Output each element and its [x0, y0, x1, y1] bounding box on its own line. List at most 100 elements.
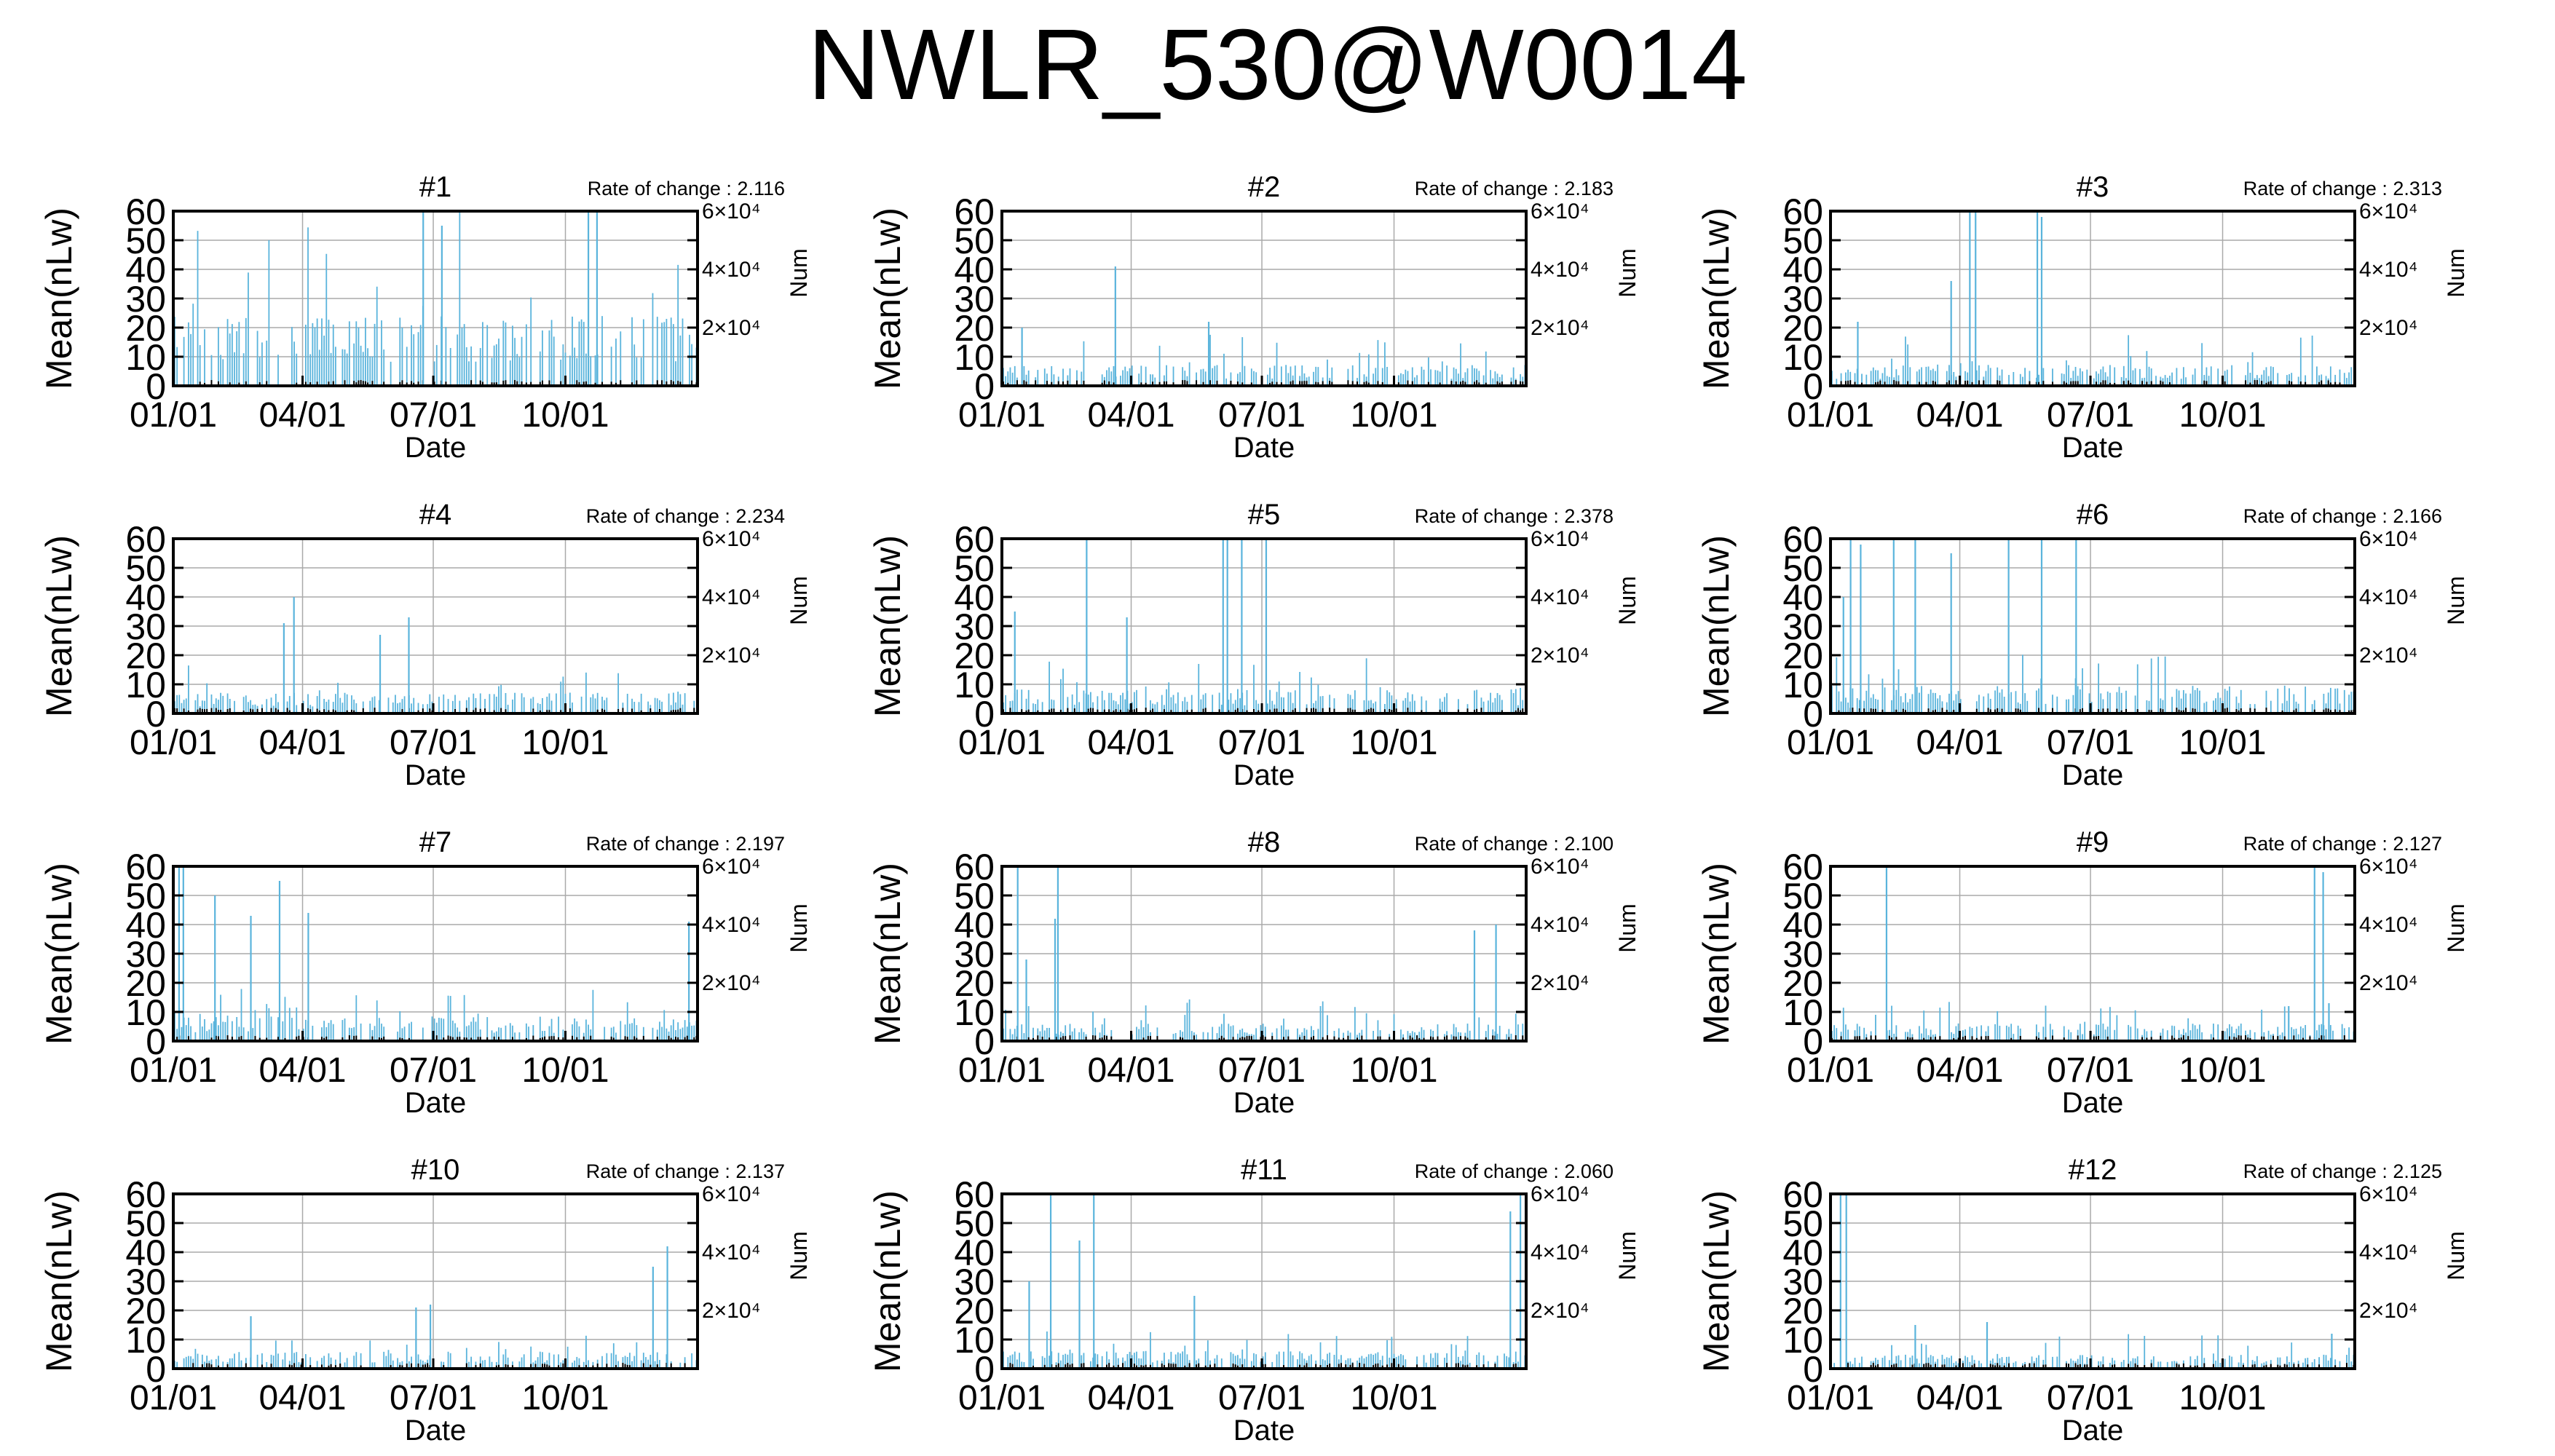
- y-axis-label: Mean(nLw): [39, 207, 79, 389]
- x-tick-label: 01/01: [1787, 396, 1874, 435]
- y-tick-label: 60: [1782, 847, 1823, 887]
- y-tick-label: 60: [954, 1174, 995, 1215]
- x-tick-label: 01/01: [1787, 1051, 1874, 1090]
- y2-axis-label: Num: [786, 576, 812, 625]
- y-tick-label: 50: [954, 221, 995, 261]
- y-tick-label: 30: [1782, 1262, 1823, 1302]
- y-tick-label: 50: [125, 221, 166, 261]
- y2-axis-label: Num: [2443, 576, 2469, 625]
- y-tick-label: 40: [1782, 905, 1823, 946]
- rate-of-change-label: Rate of change : 2.234: [586, 505, 785, 527]
- y2-tick-label: 2×10⁴: [1531, 971, 1589, 995]
- panel-title: #11: [1241, 1154, 1287, 1186]
- y2-tick-label: 4×10⁴: [1531, 585, 1589, 609]
- y2-tick-label: 4×10⁴: [2359, 1241, 2417, 1265]
- y-tick-label: 20: [125, 1291, 166, 1332]
- x-axis-label: Date: [1233, 1415, 1295, 1447]
- x-tick-label: 04/01: [1087, 1051, 1174, 1090]
- y-tick-label: 0: [1803, 1349, 1823, 1390]
- panel-title: #3: [2077, 171, 2109, 203]
- panel-title: #12: [2069, 1154, 2117, 1186]
- x-axis-label: Date: [2062, 1087, 2124, 1119]
- y2-tick-label: 2×10⁴: [1531, 316, 1589, 340]
- panel-title: #2: [1248, 171, 1281, 203]
- y2-tick-label: 2×10⁴: [1531, 1299, 1589, 1323]
- y2-axis-label: Num: [786, 903, 812, 953]
- rate-of-change-label: Rate of change : 2.125: [2243, 1160, 2442, 1182]
- y2-axis-label: Num: [786, 1231, 812, 1281]
- y-tick-label: 0: [146, 1349, 166, 1390]
- x-tick-label: 04/01: [1916, 724, 2003, 762]
- rate-of-change-label: Rate of change : 2.127: [2243, 833, 2442, 855]
- x-tick-label: 04/01: [1916, 396, 2003, 435]
- x-axis-label: Date: [2062, 432, 2124, 464]
- y-axis-label: Mean(nLw): [867, 535, 908, 717]
- x-tick-label: 07/01: [1218, 1051, 1306, 1090]
- y-tick-label: 0: [146, 366, 166, 407]
- x-tick-label: 04/01: [258, 1379, 346, 1417]
- y2-tick-label: 6×10⁴: [2359, 527, 2417, 551]
- rate-of-change-label: Rate of change : 2.137: [586, 1160, 785, 1182]
- y-tick-label: 40: [1782, 577, 1823, 618]
- x-axis-label: Date: [1233, 759, 1295, 791]
- y2-tick-label: 4×10⁴: [1531, 258, 1589, 282]
- y-tick-label: 60: [125, 191, 166, 232]
- y-axis-label: Mean(nLw): [39, 535, 79, 717]
- y-tick-label: 10: [954, 992, 995, 1033]
- y-axis-label: Mean(nLw): [867, 863, 908, 1045]
- y-tick-label: 50: [954, 1203, 995, 1244]
- y2-tick-label: 2×10⁴: [2359, 316, 2417, 340]
- panel-title: #1: [419, 171, 452, 203]
- x-tick-label: 07/01: [2047, 396, 2134, 435]
- x-tick-label: 10/01: [1350, 1379, 1437, 1417]
- x-tick-label: 01/01: [958, 396, 1046, 435]
- x-tick-label: 04/01: [1087, 1379, 1174, 1417]
- panel-title: #10: [411, 1154, 460, 1186]
- y2-tick-label: 6×10⁴: [702, 527, 760, 551]
- y2-tick-label: 6×10⁴: [702, 1182, 760, 1206]
- y-tick-label: 30: [954, 1262, 995, 1302]
- y-tick-label: 60: [125, 519, 166, 560]
- y-tick-label: 30: [954, 279, 995, 320]
- y-tick-label: 0: [974, 366, 995, 407]
- x-tick-label: 01/01: [130, 396, 217, 435]
- y-tick-label: 40: [954, 250, 995, 290]
- y-tick-label: 30: [125, 279, 166, 320]
- y2-tick-label: 6×10⁴: [2359, 199, 2417, 223]
- y-tick-label: 0: [974, 1349, 995, 1390]
- y-tick-label: 60: [125, 1174, 166, 1215]
- rate-of-change-label: Rate of change : 2.313: [2243, 178, 2442, 199]
- y2-tick-label: 4×10⁴: [702, 258, 760, 282]
- panel-title: #8: [1248, 826, 1281, 858]
- x-tick-label: 01/01: [958, 724, 1046, 762]
- y-tick-label: 20: [1782, 1291, 1823, 1332]
- y-tick-label: 0: [974, 694, 995, 735]
- x-tick-label: 10/01: [1350, 1051, 1437, 1090]
- y-tick-label: 40: [125, 250, 166, 290]
- y2-tick-label: 4×10⁴: [702, 585, 760, 609]
- y-tick-label: 50: [125, 548, 166, 589]
- y-tick-label: 50: [954, 548, 995, 589]
- panel-title: #6: [2077, 499, 2109, 531]
- y-tick-label: 40: [125, 905, 166, 946]
- y-axis-label: Mean(nLw): [867, 207, 908, 389]
- y-tick-label: 10: [125, 992, 166, 1033]
- y2-tick-label: 4×10⁴: [2359, 585, 2417, 609]
- y-tick-label: 10: [1782, 1320, 1823, 1361]
- y-tick-label: 10: [1782, 337, 1823, 378]
- x-tick-label: 07/01: [390, 1379, 477, 1417]
- x-axis-label: Date: [1233, 432, 1295, 464]
- x-axis-label: Date: [405, 1087, 467, 1119]
- x-tick-label: 01/01: [130, 1379, 217, 1417]
- x-tick-label: 10/01: [521, 1379, 609, 1417]
- y-tick-label: 30: [1782, 606, 1823, 647]
- rate-of-change-label: Rate of change : 2.197: [586, 833, 785, 855]
- rate-of-change-label: Rate of change : 2.183: [1415, 178, 1614, 199]
- y-tick-label: 20: [125, 636, 166, 676]
